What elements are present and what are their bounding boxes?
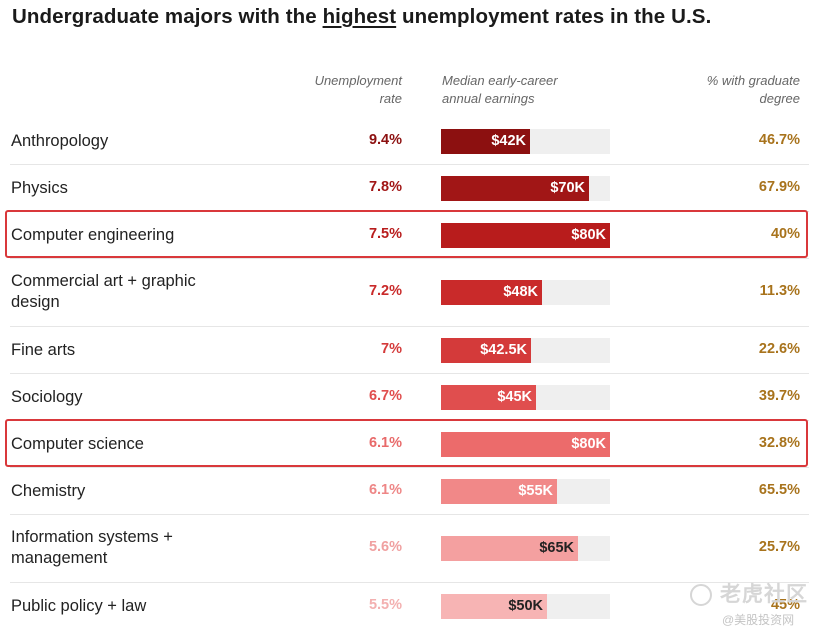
earnings-bar-label: $48K	[503, 284, 538, 300]
header-unemployment-rate: Unemployment rate	[290, 72, 402, 108]
graduate-degree-value: 46.7%	[758, 132, 800, 148]
header-unemployment-line2: rate	[379, 91, 402, 106]
earnings-bar: $48K	[441, 280, 542, 305]
earnings-bar-label: $80K	[571, 227, 606, 243]
major-name: Anthropology	[11, 131, 108, 152]
row-separator	[10, 514, 809, 515]
major-name: Chemistry	[11, 481, 85, 502]
row-separator	[10, 467, 809, 468]
graduate-degree-value: 45%	[770, 597, 800, 613]
graduate-degree-value: 39.7%	[758, 388, 800, 404]
earnings-bar: $42.5K	[441, 338, 531, 363]
row-separator	[10, 258, 809, 259]
graduate-degree-value: 22.6%	[758, 341, 800, 357]
header-graduate-line2: degree	[759, 91, 800, 106]
graduate-degree-value: 65.5%	[758, 482, 800, 498]
earnings-bar-track: $65K	[441, 536, 610, 561]
earnings-bar-label: $65K	[539, 540, 574, 556]
header-graduate-degree: % with graduate degree	[650, 72, 800, 108]
header-earnings: Median early-career annual earnings	[442, 72, 642, 108]
watermark-logo-icon	[690, 584, 712, 606]
graduate-degree-value: 40%	[770, 226, 800, 242]
major-name-line: Fine arts	[11, 340, 76, 359]
graduate-degree-value: 11.3%	[759, 283, 800, 299]
major-name-line: management	[11, 549, 108, 567]
earnings-bar-track: $45K	[441, 385, 610, 410]
unemployment-rate-value: 6.1%	[368, 435, 402, 451]
earnings-bar-track: $42.5K	[441, 338, 610, 363]
watermark-main: 老虎社区	[720, 583, 808, 606]
earnings-bar-track: $42K	[441, 129, 610, 154]
earnings-bar: $55K	[441, 479, 557, 504]
major-name: Public policy + law	[11, 596, 146, 617]
unemployment-rate-value: 7.8%	[368, 179, 402, 195]
title-prefix: Undergraduate majors with the	[12, 5, 323, 28]
major-name: Fine arts	[11, 340, 75, 361]
unemployment-rate-value: 7.2%	[368, 283, 402, 299]
major-name-line: design	[11, 293, 60, 311]
major-name: Information systems + management	[11, 527, 173, 569]
earnings-bar-label: $55K	[518, 483, 553, 499]
earnings-bar: $65K	[441, 536, 578, 561]
row-separator	[10, 373, 809, 374]
graduate-degree-value: 32.8%	[758, 435, 800, 451]
unemployment-rate-value: 6.7%	[368, 388, 402, 404]
major-name: Physics	[11, 178, 68, 199]
graduate-degree-value: 25.7%	[758, 539, 800, 555]
title-emphasis: highest	[322, 5, 397, 28]
row-highlight-box	[5, 419, 808, 467]
unemployment-rate-value: 5.6%	[368, 539, 402, 555]
earnings-bar-label: $70K	[550, 180, 585, 196]
header-graduate-line1: % with graduate	[706, 73, 800, 88]
row-separator	[10, 326, 809, 327]
major-name: Computer engineering	[11, 225, 174, 246]
row-highlight-box	[5, 210, 808, 258]
unemployment-rate-value: 9.4%	[368, 132, 402, 148]
major-name-line: Computer engineering	[11, 225, 175, 244]
chart-title: Undergraduate majors with the highest un…	[12, 5, 711, 29]
earnings-bar-track: $80K	[441, 223, 610, 248]
earnings-bar-track: $80K	[441, 432, 610, 457]
earnings-bar-track: $48K	[441, 280, 610, 305]
earnings-bar: $42K	[441, 129, 530, 154]
earnings-bar: $80K	[441, 432, 610, 457]
major-name: Commercial art + graphic design	[11, 271, 196, 313]
major-name-line: Physics	[11, 178, 68, 197]
major-name-line: Information systems +	[11, 528, 173, 546]
earnings-bar: $80K	[441, 223, 610, 248]
unemployment-rate-value: 6.1%	[368, 482, 402, 498]
major-name: Computer science	[11, 434, 144, 455]
earnings-bar-label: $42.5K	[480, 342, 527, 358]
unemployment-rate-value: 7%	[381, 341, 402, 357]
major-name: Sociology	[11, 387, 83, 408]
earnings-bar-label: $80K	[571, 436, 606, 452]
major-name-line: Chemistry	[11, 481, 86, 500]
unemployment-rate-value: 5.5%	[368, 597, 402, 613]
major-name-line: Computer science	[11, 434, 144, 453]
earnings-bar-label: $42K	[491, 133, 526, 149]
earnings-bar-track: $55K	[441, 479, 610, 504]
header-earnings-line2: annual earnings	[442, 91, 535, 106]
major-name-line: Sociology	[11, 387, 83, 406]
earnings-bar-track: $70K	[441, 176, 610, 201]
row-separator	[10, 164, 809, 165]
header-unemployment-line1: Unemployment	[314, 73, 402, 88]
major-name-line: Public policy + law	[11, 596, 147, 615]
unemployment-rate-value: 7.5%	[368, 226, 402, 242]
title-suffix: unemployment rates in the U.S.	[396, 5, 712, 28]
earnings-bar-label: $50K	[508, 598, 543, 614]
watermark-sub: @美股投资网	[722, 613, 795, 627]
header-earnings-line1: Median early-career	[442, 73, 558, 88]
graduate-degree-value: 67.9%	[758, 179, 800, 195]
earnings-bar: $45K	[441, 385, 536, 410]
earnings-bar-label: $45K	[497, 389, 532, 405]
earnings-bar: $50K	[441, 594, 547, 619]
major-name-line: Commercial art + graphic	[11, 272, 196, 290]
earnings-bar-track: $50K	[441, 594, 610, 619]
major-name-line: Anthropology	[11, 131, 109, 150]
row-separator	[10, 582, 809, 583]
earnings-bar: $70K	[441, 176, 589, 201]
